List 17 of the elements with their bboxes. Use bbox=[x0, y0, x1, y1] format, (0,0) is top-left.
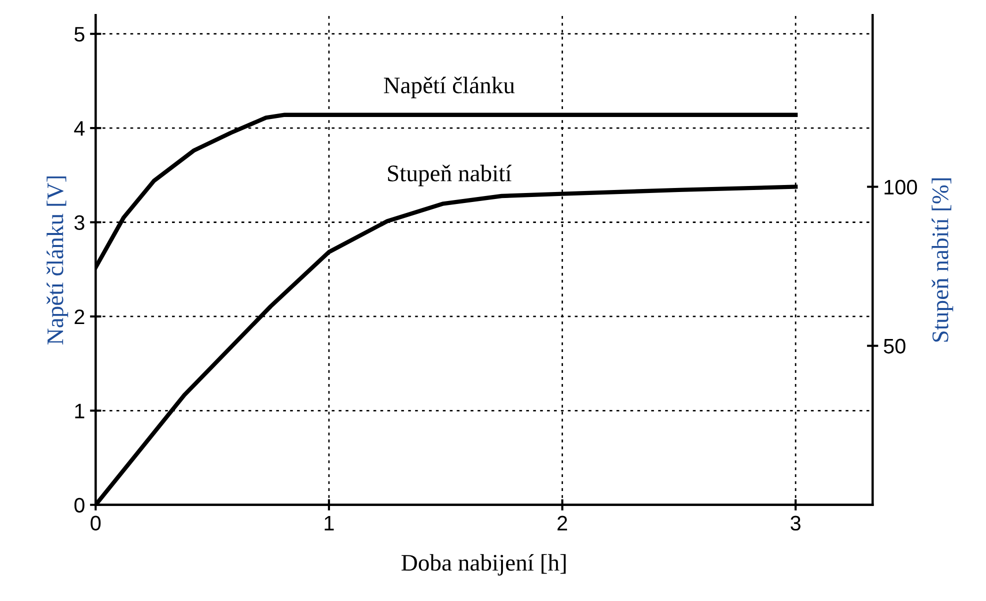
y2-tick-label: 50 bbox=[884, 338, 906, 354]
y-tick-label: 0 bbox=[74, 498, 84, 513]
y2-tick-label: 100 bbox=[884, 180, 917, 195]
y-tick-label: 2 bbox=[74, 309, 84, 324]
y-tick-label: 5 bbox=[74, 27, 84, 42]
series-label: Napětí článku bbox=[384, 76, 515, 98]
y-tick-label: 3 bbox=[74, 215, 84, 230]
y-tick-label: 4 bbox=[74, 121, 85, 136]
y2-axis-title: Stupeň nabití [%] bbox=[932, 178, 954, 342]
x-axis-title: Doba nabijení [h] bbox=[402, 554, 566, 576]
y-axis-title: Napětí článku [V] bbox=[46, 176, 68, 344]
series-label: Stupeň nabití bbox=[388, 164, 512, 186]
x-tick-label: 2 bbox=[558, 516, 568, 530]
x-tick-label: 1 bbox=[324, 516, 334, 530]
x-tick-label: 0 bbox=[90, 516, 101, 531]
x-tick-label: 3 bbox=[790, 516, 800, 531]
y-tick-label: 1 bbox=[75, 404, 84, 418]
